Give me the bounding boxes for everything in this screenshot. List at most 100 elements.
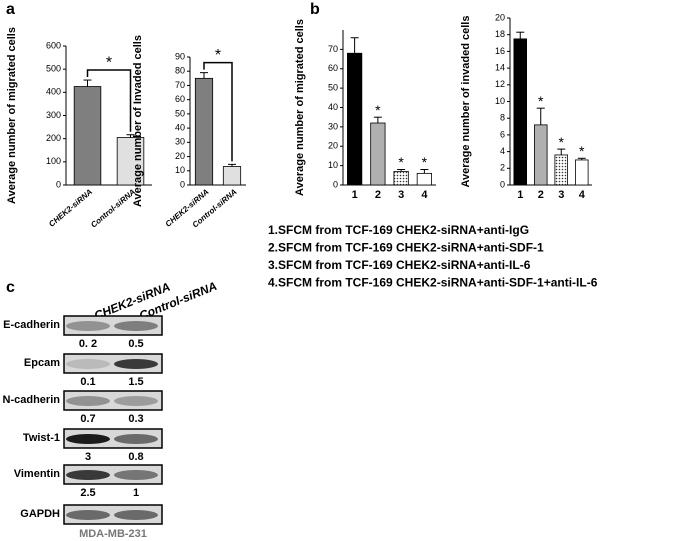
x-tick-label: 1	[517, 189, 523, 201]
y-tick-label: 300	[46, 110, 61, 120]
blot-quant: 3	[85, 451, 91, 463]
bar	[116, 137, 145, 186]
blot-quant: 0.8	[128, 451, 143, 463]
bar	[393, 171, 409, 186]
blot-band	[66, 434, 110, 444]
y-tick-label: 4	[500, 146, 505, 156]
panel-label: b	[310, 1, 320, 18]
y-tick-label: 20	[175, 151, 185, 161]
y-tick-label: 12	[495, 79, 505, 89]
blot-row-label: N-cadherin	[3, 394, 61, 406]
y-tick-label: 100	[46, 156, 61, 166]
y-tick-label: 400	[46, 87, 61, 97]
y-tick-label: 600	[46, 40, 61, 50]
blot-row-label: Epcam	[24, 357, 60, 369]
significance-mark: *	[422, 154, 428, 170]
legend-line: 2.SFCM from TCF-169 CHEK2-siRNA+anti-SDF…	[268, 241, 544, 255]
y-tick-label: 60	[175, 94, 185, 104]
x-tick-label: Control-siRNA	[89, 187, 137, 229]
y-tick-label: 14	[495, 62, 505, 72]
y-tick-label: 0	[333, 179, 338, 189]
y-tick-label: 70	[328, 44, 338, 54]
y-tick-label: 10	[175, 165, 185, 175]
legend-line: 3.SFCM from TCF-169 CHEK2-siRNA+anti-IL-…	[268, 258, 531, 272]
y-tick-label: 0	[500, 179, 505, 189]
legend-line: 1.SFCM from TCF-169 CHEK2-siRNA+anti-IgG	[268, 223, 529, 237]
legend-line: 4.SFCM from TCF-169 CHEK2-siRNA+anti-SDF…	[268, 276, 598, 290]
bar	[370, 122, 386, 186]
blot-row-label: Twist-1	[23, 432, 60, 444]
y-tick-label: 8	[500, 113, 505, 123]
blot-band	[114, 470, 158, 480]
blot-row-label: E-cadherin	[3, 319, 60, 331]
y-tick-label: 90	[175, 51, 185, 61]
y-tick-label: 200	[46, 133, 61, 143]
y-axis-label: Average number of migrated cells	[294, 19, 306, 196]
x-tick-label: 4	[421, 189, 428, 201]
y-tick-label: 500	[46, 64, 61, 74]
y-tick-label: 50	[175, 108, 185, 118]
y-tick-label: 16	[495, 46, 505, 56]
bar	[416, 172, 432, 186]
significance-mark: *	[106, 54, 112, 71]
y-tick-label: 40	[328, 102, 338, 112]
y-tick-label: 20	[495, 12, 505, 22]
blot-quant: 0.5	[128, 338, 143, 350]
blot-band	[114, 359, 158, 369]
significance-mark: *	[538, 93, 544, 109]
bar	[533, 124, 548, 186]
y-axis-label: Average number of invaded cells	[460, 16, 472, 188]
significance-bracket	[203, 61, 233, 162]
x-tick-label: 2	[375, 189, 381, 201]
blot-band	[66, 321, 110, 331]
bar	[513, 38, 528, 186]
bar	[574, 159, 589, 186]
bar	[73, 86, 102, 186]
x-tick-label: 3	[398, 189, 404, 201]
blot-row-label: Vimentin	[14, 468, 61, 480]
blot-quant: 0.7	[80, 413, 95, 425]
y-tick-label: 70	[175, 80, 185, 90]
blot-band	[66, 510, 110, 520]
y-axis-label: Average number of Invaded cells	[132, 35, 144, 207]
blot-band	[114, 396, 158, 406]
x-tick-label: 1	[352, 189, 358, 201]
significance-mark: *	[215, 47, 221, 64]
blot-quant: 2.5	[80, 487, 95, 499]
blot-row-label: GAPDH	[20, 508, 60, 520]
bar	[347, 52, 363, 186]
y-tick-label: 30	[175, 137, 185, 147]
y-tick-label: 6	[500, 129, 505, 139]
blot-band	[66, 359, 110, 369]
x-tick-label: 3	[558, 189, 564, 201]
bar	[554, 154, 569, 186]
panel-label: a	[6, 1, 15, 18]
bar	[194, 77, 214, 186]
y-tick-label: 0	[56, 179, 61, 189]
cell-line: MDA-MB-231	[79, 528, 147, 540]
blot-quant: 0.3	[128, 413, 143, 425]
significance-mark: *	[375, 102, 381, 118]
blot-quant: 1.5	[128, 376, 143, 388]
panel-label: c	[6, 279, 15, 296]
bar	[222, 166, 242, 186]
blot-band	[114, 510, 158, 520]
y-tick-label: 2	[500, 163, 505, 173]
blot-quant: 0.1	[80, 376, 95, 388]
x-tick-label: 2	[538, 189, 544, 201]
significance-mark: *	[579, 143, 585, 159]
blot-panel	[63, 390, 163, 411]
x-tick-label: 4	[579, 189, 586, 201]
blot-band	[114, 321, 158, 331]
y-tick-label: 10	[328, 160, 338, 170]
blot-band	[114, 434, 158, 444]
y-tick-label: 40	[175, 122, 185, 132]
y-tick-label: 80	[175, 66, 185, 76]
significance-mark: *	[398, 154, 404, 170]
blot-quant: 1	[133, 487, 139, 499]
y-tick-label: 30	[328, 121, 338, 131]
blot-band	[66, 396, 110, 406]
blot-quant: 0. 2	[79, 338, 97, 350]
x-tick-label: CHEK2-siRNA	[47, 187, 94, 229]
